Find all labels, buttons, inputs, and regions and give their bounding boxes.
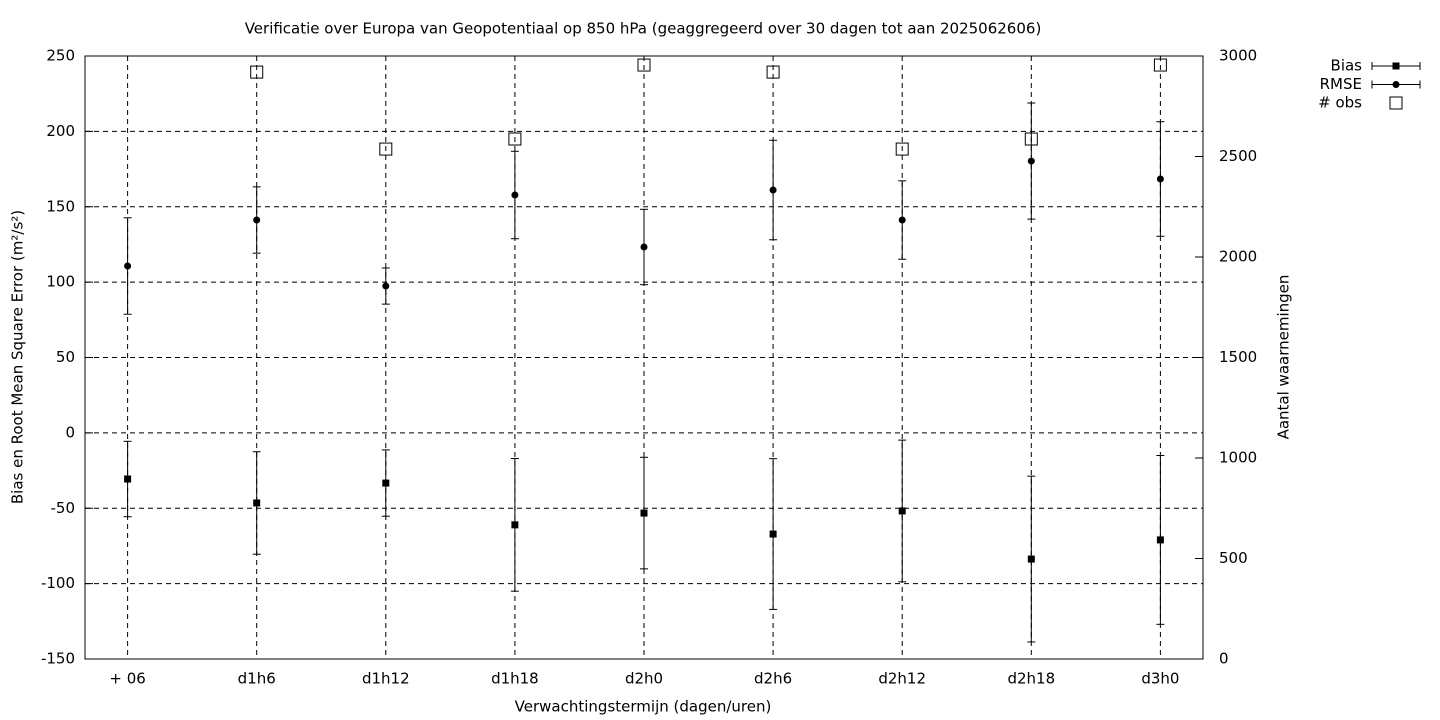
legend-marker: [1392, 62, 1400, 70]
marker: [253, 499, 261, 507]
x-tick-label: + 06: [109, 670, 145, 688]
x-tick-label: d2h0: [625, 670, 663, 688]
chart-title: Verificatie over Europa van Geopotentiaa…: [245, 20, 1042, 38]
y2-axis-label: Aantal waarnemingen: [1275, 275, 1293, 440]
marker: [124, 262, 132, 270]
legend-marker: [1392, 81, 1400, 88]
marker: [379, 142, 393, 156]
y-tick-label: 150: [46, 197, 75, 215]
y-tick-label: -100: [41, 574, 75, 592]
marker: [508, 132, 522, 146]
marker: [1024, 132, 1038, 146]
y2-tick-label: 2000: [1219, 248, 1257, 266]
marker: [382, 282, 390, 290]
y-tick-label: 0: [65, 423, 75, 441]
y-tick-label: -150: [41, 650, 75, 668]
marker: [640, 243, 648, 251]
x-tick-label: d1h18: [491, 670, 539, 688]
marker: [250, 65, 264, 79]
marker: [898, 216, 906, 224]
x-tick-label: d2h6: [754, 670, 792, 688]
legend-label: # obs: [1318, 94, 1362, 112]
marker: [1027, 555, 1035, 563]
marker: [769, 186, 777, 194]
marker: [1156, 536, 1164, 544]
y2-tick-label: 0: [1219, 650, 1229, 668]
y-tick-label: 250: [46, 47, 75, 65]
marker: [1027, 157, 1035, 165]
x-tick-label: d2h12: [878, 670, 926, 688]
marker: [640, 509, 648, 517]
marker: [766, 65, 780, 79]
marker: [253, 216, 261, 224]
y2-tick-label: 3000: [1219, 47, 1257, 65]
x-tick-label: d2h18: [1007, 670, 1055, 688]
y-tick-label: 100: [46, 273, 75, 291]
legend-marker: [1389, 96, 1403, 110]
marker: [124, 475, 132, 483]
marker: [1153, 58, 1167, 72]
x-tick-label: d3h0: [1141, 670, 1179, 688]
marker: [769, 530, 777, 538]
x-axis-label: Verwachtingstermijn (dagen/uren): [515, 698, 772, 716]
y-tick-label: -50: [51, 499, 76, 517]
marker: [511, 521, 519, 529]
y-axis-label: Bias en Root Mean Square Error (m²/s²): [9, 210, 27, 504]
y2-tick-label: 2500: [1219, 147, 1257, 165]
marker: [895, 142, 909, 156]
marker: [511, 191, 519, 199]
y-tick-label: 200: [46, 122, 75, 140]
y-tick-label: 50: [56, 348, 75, 366]
y2-tick-label: 500: [1219, 549, 1248, 567]
marker: [898, 507, 906, 515]
y2-tick-label: 1000: [1219, 449, 1257, 467]
x-tick-label: d1h12: [362, 670, 410, 688]
legend-label: RMSE: [1320, 75, 1362, 93]
y2-tick-label: 1500: [1219, 348, 1257, 366]
marker: [1156, 175, 1164, 183]
marker: [382, 479, 390, 487]
marker: [637, 58, 651, 72]
legend-label: Bias: [1331, 57, 1363, 75]
x-tick-label: d1h6: [238, 670, 276, 688]
